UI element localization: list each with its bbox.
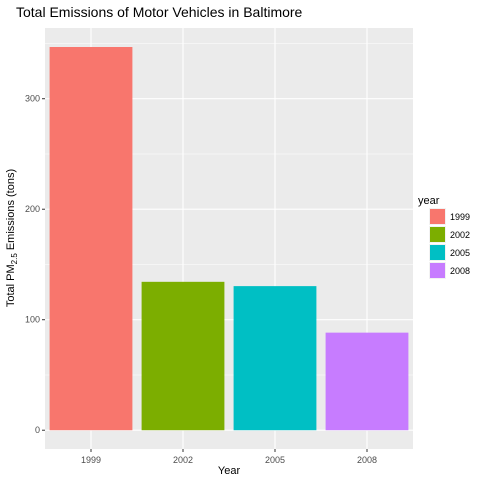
chart-title: Total Emissions of Motor Vehicles in Bal… <box>16 4 303 20</box>
legend-swatch-2008 <box>430 263 445 278</box>
y-tick-label: 100 <box>25 315 40 325</box>
x-tick-label: 1999 <box>81 455 101 465</box>
bars <box>49 47 409 431</box>
legend-label: 2002 <box>450 230 470 240</box>
y-tick-label: 200 <box>25 204 40 214</box>
y-tick-label: 300 <box>25 94 40 104</box>
x-tick-label: 2002 <box>173 455 193 465</box>
legend-swatch-2005 <box>430 245 445 260</box>
y-axis-title: Total PM2.5 Emissions (tons) <box>5 169 19 307</box>
legend-label: 2005 <box>450 248 470 258</box>
legend-label: 1999 <box>450 212 470 222</box>
legend-swatch-2002 <box>430 227 445 242</box>
x-axis: 1999 2002 2005 2008 <box>81 449 377 465</box>
legend-label: 2008 <box>450 266 470 276</box>
y-axis-title-subscript: 2.5 <box>10 253 19 265</box>
x-tick-label: 2005 <box>265 455 285 465</box>
y-axis: 0 100 200 300 <box>25 94 45 435</box>
bar-2002 <box>141 281 225 431</box>
legend-title: year <box>418 195 440 207</box>
legend: year 1999 2002 2005 2008 <box>418 195 470 279</box>
y-tick-label: 0 <box>35 425 40 435</box>
bar-1999 <box>49 47 133 431</box>
y-axis-title-prefix: Total PM <box>5 264 17 307</box>
x-tick-label: 2008 <box>357 455 377 465</box>
legend-swatch-1999 <box>430 209 445 224</box>
y-axis-title-suffix: Emissions (tons) <box>5 169 17 253</box>
bar-2008 <box>325 332 409 431</box>
bar-2005 <box>233 286 317 431</box>
x-axis-title: Year <box>218 465 241 477</box>
